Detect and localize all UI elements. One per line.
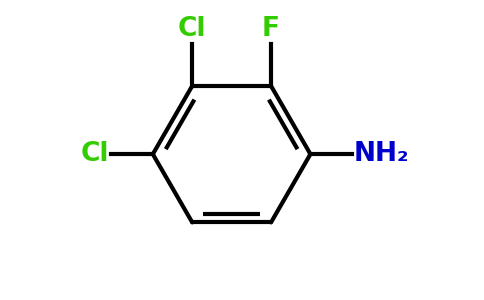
Text: NH₂: NH₂ xyxy=(354,141,409,167)
Text: F: F xyxy=(262,16,280,42)
Text: Cl: Cl xyxy=(81,141,109,167)
Text: Cl: Cl xyxy=(178,16,207,42)
